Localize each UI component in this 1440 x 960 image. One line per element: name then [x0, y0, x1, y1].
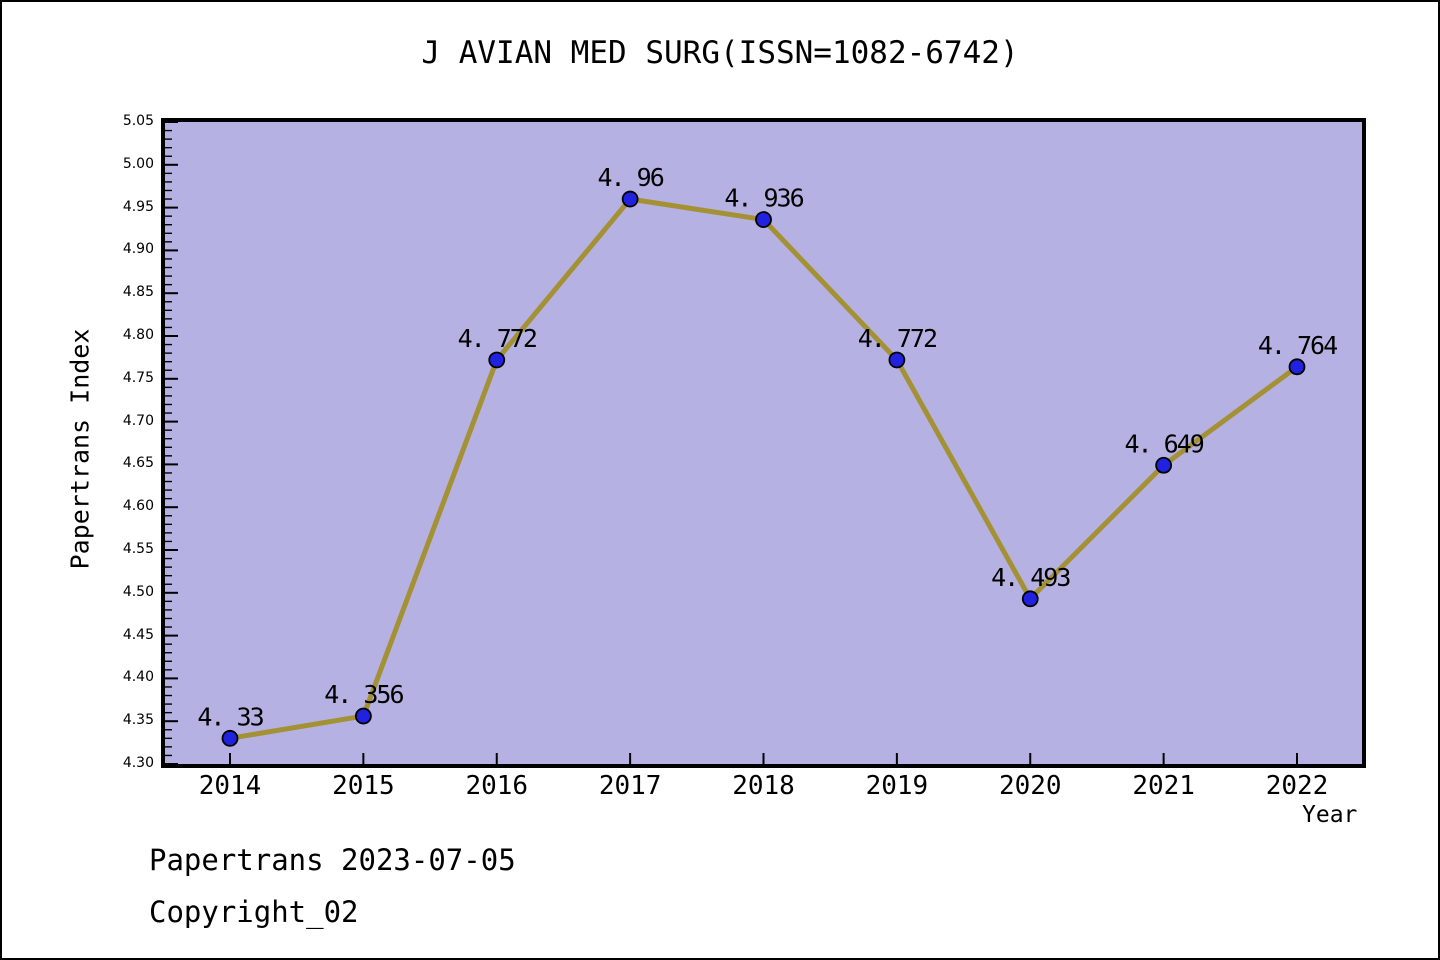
data-point [1288, 358, 1306, 376]
y-tick-label: 4.35 [122, 712, 154, 729]
x-tick-label: 2016 [465, 771, 529, 801]
x-tick-label: 2014 [198, 771, 262, 801]
chart-canvas: 4. 33 4. 356 4. 772 4. 96 4. 936 4. 772 4. 493… [165, 122, 1339, 764]
y-tick-label: 4.95 [122, 198, 154, 215]
data-point [488, 351, 506, 369]
y-tick-label: 5.00 [122, 155, 154, 172]
data-point [621, 190, 639, 208]
y-tick-label: 4.55 [122, 541, 154, 557]
x-tick-label: 2022 [1265, 771, 1329, 801]
data-point [221, 729, 239, 747]
data-point [1021, 590, 1039, 608]
point-value-label: 4. 772 [858, 324, 936, 353]
y-tick-label: 4.30 [122, 755, 154, 771]
chart-title: J AVIAN MED SURG(ISSN=1082-6742) [421, 35, 1019, 71]
y-tick-label: 4.70 [122, 412, 154, 429]
y-tick-label: 4.80 [122, 327, 154, 343]
data-point [755, 211, 772, 228]
y-tick-label: 5.05 [122, 113, 154, 129]
y-tick-label: 4.45 [122, 626, 154, 643]
point-value-label: 4. 649 [1124, 429, 1203, 458]
x-tick-label: 2021 [1132, 771, 1195, 801]
point-value-label: 4. 764 [1258, 331, 1337, 360]
footer-date: Papertrans 2023-07-05 [149, 843, 516, 877]
y-tick-label: 4.40 [122, 669, 154, 686]
plot-area: 4. 33 4. 356 4. 772 4. 96 4. 936 4. 772 4. 493… [161, 118, 1366, 768]
data-point [888, 351, 906, 369]
x-tick-label: 2015 [332, 771, 395, 801]
y-tick-label: 4.65 [122, 455, 154, 472]
x-tick-label: 2020 [998, 771, 1062, 801]
x-axis-label: Year [1302, 802, 1358, 828]
point-value-label: 4. 96 [597, 163, 663, 192]
y-tick-label: 4.60 [122, 498, 154, 515]
footer-copyright: Copyright_02 [149, 895, 359, 929]
y-tick-label: 4.50 [122, 583, 154, 600]
x-tick-label: 2017 [598, 771, 662, 801]
data-point [354, 707, 372, 725]
y-tick-label: 4.85 [122, 284, 154, 301]
y-tick-label: 4.75 [122, 369, 154, 386]
point-value-label: 4. 493 [991, 563, 1070, 592]
point-value-label: 4. 772 [458, 324, 536, 353]
x-tick-label: 2019 [865, 771, 929, 801]
data-point [1155, 456, 1173, 474]
point-value-label: 4. 356 [324, 680, 403, 709]
point-value-label: 4. 33 [197, 702, 263, 731]
data-line [227, 196, 1300, 741]
x-tick-label: 2018 [732, 771, 795, 801]
y-axis-label: Papertrans Index [65, 328, 95, 570]
point-value-label: 4. 936 [724, 184, 803, 213]
y-tick-label: 4.90 [122, 241, 154, 258]
